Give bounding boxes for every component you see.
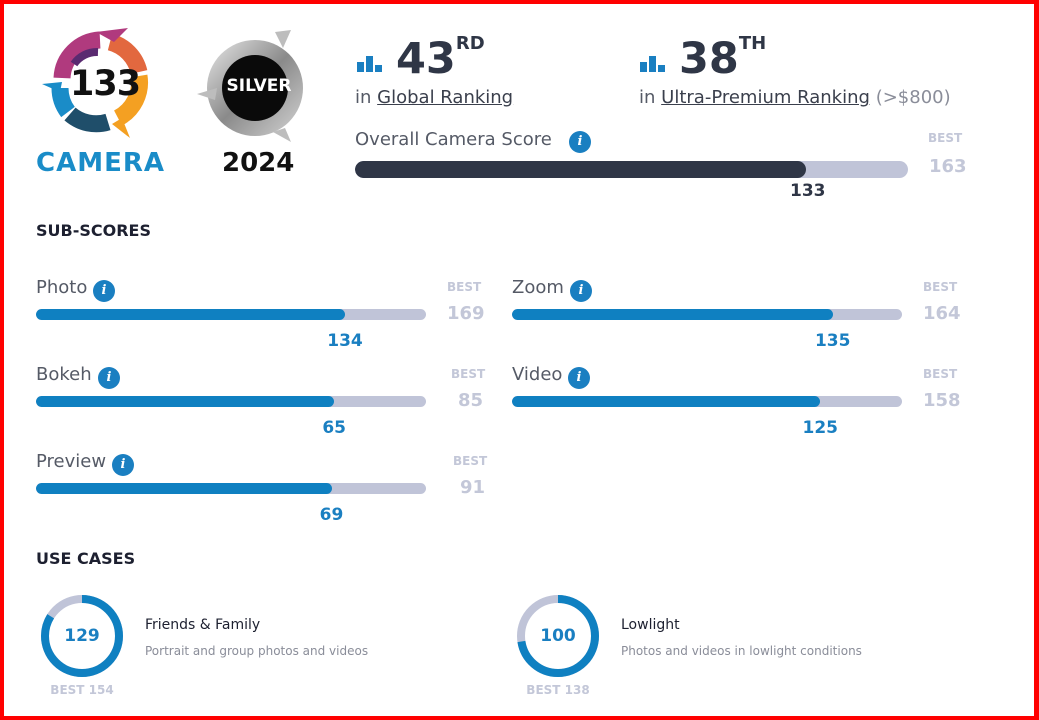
sub-preview-label: Preview [36,451,107,472]
sub-photo-score-bar [36,309,426,320]
sub-bokeh-best-value: 85 [457,390,483,411]
usecase-description: Portrait and group photos and videos [145,644,369,658]
sub-bokeh-score-value: 65 [322,418,347,438]
sub-photo-best-label: BEST [447,280,482,294]
usecase-title: Friends & Family [145,617,261,633]
rank-prefix: in [355,87,372,108]
sub-zoom-score-bar-fill [512,309,833,320]
camera-logo-label: CAMERA [36,148,165,178]
usecases-title: USE CASES [36,549,136,568]
badge-label: SILVER [226,76,292,96]
sub-photo-score-bar-fill [36,309,346,320]
global-rank-suffix: RD [455,33,485,54]
sub-preview-score-bar [36,483,426,494]
usecase-score: 129 [64,626,100,646]
ultra-premium-rank-suffix: TH [738,33,767,54]
usecase-ring-fill [517,595,599,677]
ultra-premium-ranking-link[interactable]: Ultra-Premium Ranking [661,87,870,108]
sub-preview-score-value: 69 [319,505,344,525]
ultra-premium-ranking-line: in Ultra-Premium Ranking (>$800) [639,87,951,108]
sub-photo-best-value: 169 [447,303,485,324]
usecase-title: Lowlight [621,617,680,633]
sub-bokeh-best-label: BEST [451,367,486,381]
sub-zoom-best-value: 164 [923,303,961,324]
overall-score-label: Overall Camera Score [355,129,552,150]
sub-photo-score-value: 134 [327,331,363,351]
info-icon[interactable]: i [568,367,590,389]
usecase-score: 100 [540,626,576,646]
bar-chart-icon [357,52,383,72]
sub-video-best-value: 158 [923,390,961,411]
sub-bokeh-score-bar [36,396,426,407]
badge-year: 2024 [222,148,295,178]
sub-video-score-bar-fill [512,396,821,407]
info-icon[interactable]: i [112,454,134,476]
subscores-title: SUB-SCORES [36,221,151,240]
info-icon[interactable]: i [93,280,115,302]
sub-zoom-label: Zoom [512,277,564,298]
usecase-ring [41,595,123,677]
usecase-ring-fill [41,595,123,677]
info-icon[interactable]: i [98,367,120,389]
sub-zoom-score-value: 135 [814,331,851,351]
overall-best-label: BEST [928,131,963,145]
sub-video-best-label: BEST [923,367,958,381]
rank-prefix: in [639,87,656,108]
global-ranking-line: in Global Ranking [355,87,513,108]
ultra-premium-rank-number: 38 [679,34,739,84]
sub-zoom-best-label: BEST [923,280,958,294]
overall-score-bar-fill [355,161,807,178]
overall-score-value: 133 [790,181,826,201]
info-icon[interactable]: i [570,280,592,302]
info-icon[interactable]: i [569,131,591,153]
dxomark-camera-logo [42,28,149,138]
sub-preview-score-bar-fill [36,483,332,494]
sub-video-score-value: 125 [802,418,838,438]
sub-bokeh-score-bar-fill [36,396,335,407]
price-range: (>$800) [875,87,951,108]
sub-preview-best-label: BEST [453,454,488,468]
sub-photo-label: Photo [36,277,88,298]
sub-zoom-score-bar [512,309,902,320]
usecase-best: BEST 154 [50,683,114,697]
usecase-best: BEST 138 [526,683,590,697]
camera-score-logo-number: 133 [70,64,141,104]
global-rank-number: 43 [396,34,456,84]
silver-badge-icon [197,30,303,142]
bar-chart-icon [640,52,666,72]
sub-video-score-bar [512,396,902,407]
sub-video-label: Video [512,364,563,385]
global-ranking-link[interactable]: Global Ranking [377,87,514,108]
ultra-premium-rank: 38TH [679,33,766,84]
global-rank: 43RD [396,33,485,84]
usecase-description: Photos and videos in lowlight conditions [621,644,862,658]
usecase-ring [517,595,599,677]
overall-best-value: 163 [929,156,967,177]
sub-preview-best-value: 91 [459,477,485,498]
overall-score-bar [355,161,908,178]
sub-bokeh-label: Bokeh [36,364,92,385]
